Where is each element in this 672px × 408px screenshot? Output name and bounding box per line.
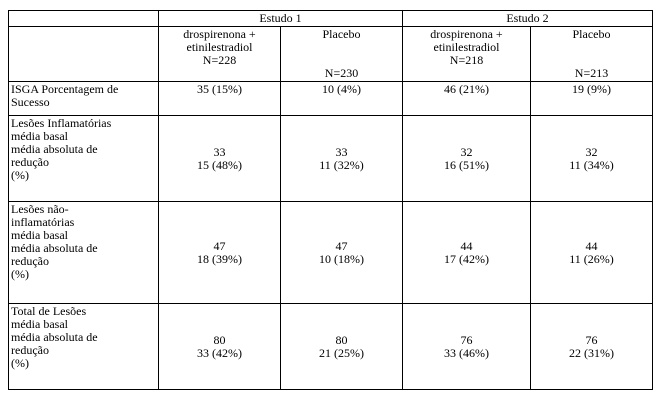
table-cell: 47 18 (39%): [158, 201, 281, 304]
study2-header: Estudo 2: [402, 10, 653, 27]
table-cell: 80 33 (42%): [158, 303, 281, 390]
column-header-placebo-study1: Placebo N=230: [280, 26, 403, 82]
table-cell: 33 15 (48%): [158, 115, 281, 202]
table-cell: 44 11 (26%): [530, 201, 653, 304]
table-cell: 32 11 (34%): [530, 115, 653, 202]
column-header-placebo-study2: Placebo N=213: [530, 26, 653, 82]
table-cell: 33 11 (32%): [280, 115, 403, 202]
table-row: ISGA Porcentagem de Sucesso 35 (15%) 10 …: [8, 81, 653, 116]
column-header-row: drospirenona + etinilestradiol N=228 Pla…: [8, 26, 653, 82]
table-cell: 47 10 (18%): [280, 201, 403, 304]
table-cell: 32 16 (51%): [402, 115, 531, 202]
table-cell: 10 (4%): [280, 81, 403, 116]
row-label: Lesões não- inflamatórias média basal mé…: [8, 201, 159, 304]
table-cell: 35 (15%): [158, 81, 281, 116]
results-table: Estudo 1 Estudo 2 drospirenona + etinile…: [8, 10, 653, 390]
table-cell: 19 (9%): [530, 81, 653, 116]
row-label: Lesões Inflamatórias média basal média a…: [8, 115, 159, 202]
study-header-row: Estudo 1 Estudo 2: [8, 10, 653, 27]
table-cell: 76 22 (31%): [530, 303, 653, 390]
table-cell: 76 33 (46%): [402, 303, 531, 390]
table-row: Lesões Inflamatórias média basal média a…: [8, 115, 653, 202]
table-cell: 80 21 (25%): [280, 303, 403, 390]
row-label: Total de Lesões média basal média absolu…: [8, 303, 159, 390]
column-header-drsp-study2: drospirenona + etinilestradiol N=218: [402, 26, 531, 82]
study1-header: Estudo 1: [158, 10, 403, 27]
empty-corner-cell: [8, 10, 159, 27]
empty-label-cell: [8, 26, 159, 82]
row-label: ISGA Porcentagem de Sucesso: [8, 81, 159, 116]
table-cell: 44 17 (42%): [402, 201, 531, 304]
table-row: Lesões não- inflamatórias média basal mé…: [8, 201, 653, 304]
column-header-drsp-study1: drospirenona + etinilestradiol N=228: [158, 26, 281, 82]
table-row: Total de Lesões média basal média absolu…: [8, 303, 653, 390]
table-cell: 46 (21%): [402, 81, 531, 116]
